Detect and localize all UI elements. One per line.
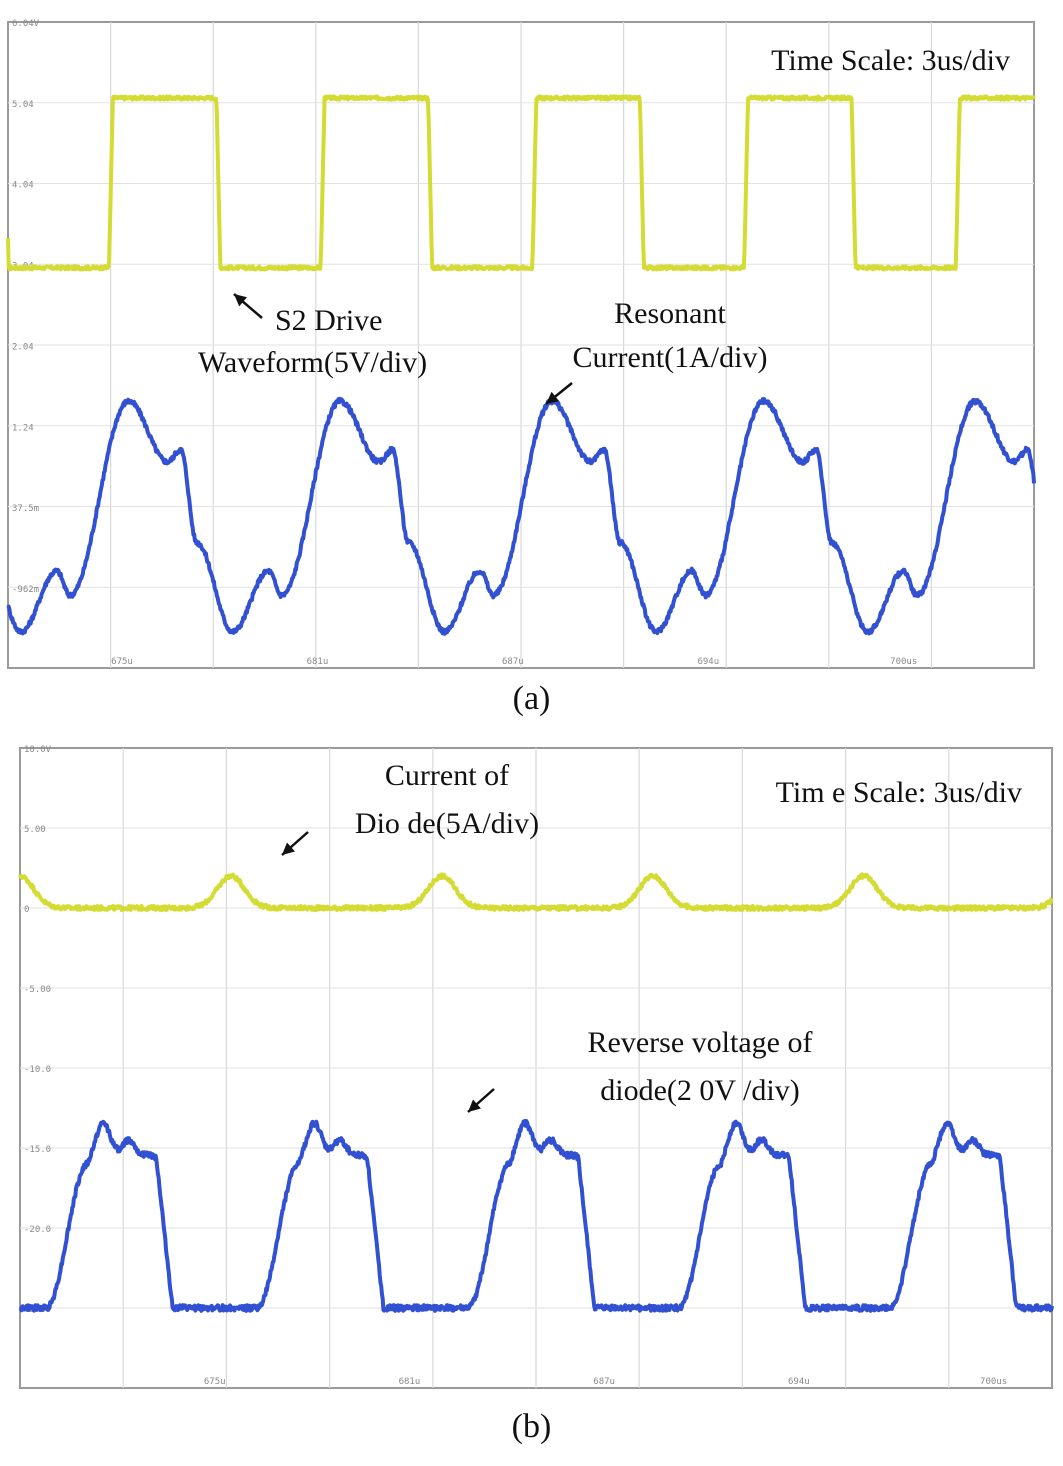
x-tick-label: 675u (111, 657, 133, 667)
y-tick-label: 5.00 (24, 825, 46, 835)
oscilloscope-plot-b: 10.0V5.000-5.00-10.0-15.0-20.0-25.0 675u… (18, 745, 1054, 1389)
x-tick-label: 700us (890, 657, 917, 667)
y-tick-label: 0 (24, 905, 29, 915)
annotation-time-scale: Tim e Scale: 3us/div (776, 776, 1022, 809)
x-tick-label: 681u (307, 657, 329, 667)
series-line-yellow (6, 94, 1036, 272)
arrow-head-icon (546, 391, 560, 404)
series-line-blue (6, 396, 1036, 636)
y-tick-label: 2.04 (12, 342, 34, 352)
arrow-head-icon (468, 1099, 481, 1112)
x-tick-label: 687u (593, 1377, 615, 1387)
annotation-time-scale: Time Scale: 3us/div (771, 44, 1010, 77)
x-tick-label: 694u (697, 657, 719, 667)
panel-b: 10.0V 5.00 0 -5.00 -10.0 -15.0 -20.0 -25.0 675u… (0, 730, 1063, 1398)
x-tick-label: 700us (980, 1377, 1007, 1387)
caption-b: (b) (511, 1408, 552, 1445)
annotation-s2-line2: Waveform(5V/div) (198, 346, 427, 379)
series-line-blue (18, 1119, 1054, 1313)
x-tick-label: 694u (788, 1377, 810, 1387)
y-tick-label: 4.04 (12, 181, 34, 191)
annotation-cur-line1: Current of (385, 759, 509, 792)
panel-a: 6.04V 5.04 4.04 3.04 2.04 1.24 37.5m -962m 675u… (0, 0, 1063, 680)
annotation-res-line1: Resonant (614, 297, 726, 330)
y-tick-label: -962m (12, 585, 39, 595)
y-tick-label: -10.0 (24, 1065, 51, 1075)
y-tick-label: -20.0 (24, 1225, 51, 1235)
annotation-rev-line2: diode(2 0V /div) (600, 1074, 799, 1107)
y-tick-label: 1.24 (12, 423, 34, 433)
y-tick-label: 5.04 (12, 100, 34, 110)
annotation-res-line2: Current(1A/div) (573, 341, 768, 374)
arrow-head-icon (234, 294, 248, 307)
x-tick-label: 687u (502, 657, 524, 667)
x-tick-label: 681u (399, 1377, 421, 1387)
arrow-head-icon (282, 842, 295, 855)
caption-a: (a) (512, 680, 551, 717)
y-tick-label: 37.5m (12, 504, 39, 514)
y-tick-label: 10.0V (24, 745, 52, 755)
y-tick-label: -5.00 (24, 985, 51, 995)
y-tick-label: 6.04V (12, 19, 40, 29)
x-tick-label: 675u (204, 1377, 226, 1387)
annotation-rev-line1: Reverse voltage of (588, 1026, 813, 1059)
y-tick-label: -15.0 (24, 1145, 51, 1155)
annotation-cur-line2: Dio de(5A/div) (355, 807, 539, 840)
annotation-s2-line1: S2 Drive (275, 304, 383, 337)
series-line-yellow (18, 872, 1054, 912)
